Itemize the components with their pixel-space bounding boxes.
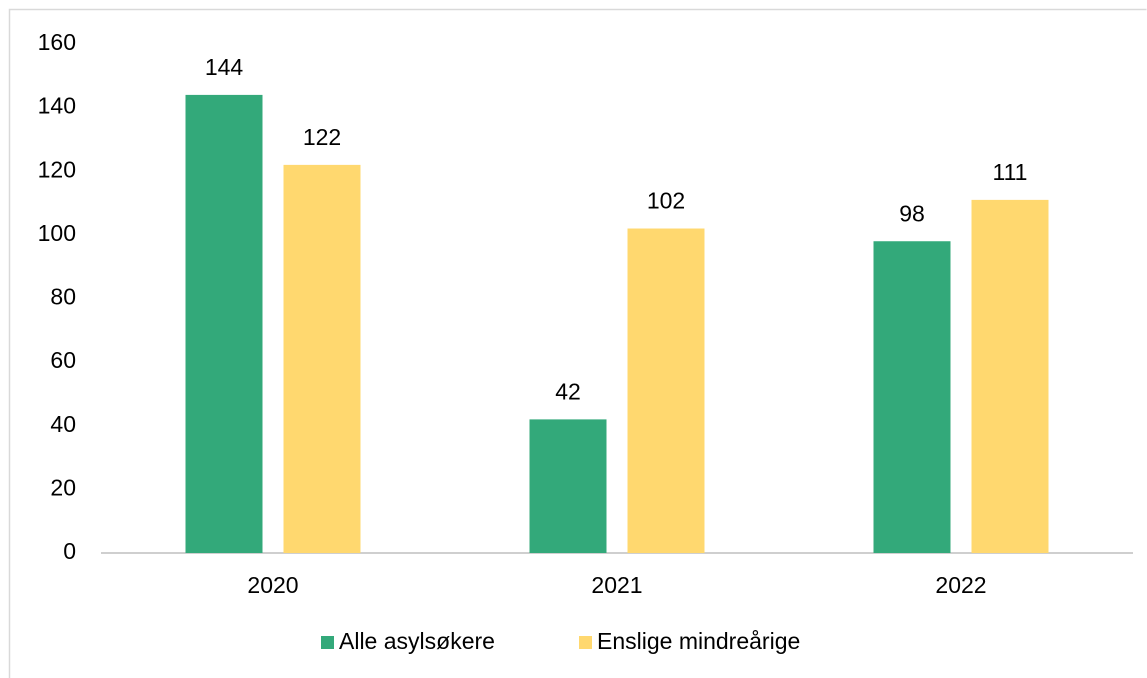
bar xyxy=(529,419,607,553)
bar xyxy=(873,241,951,554)
bar xyxy=(971,199,1049,553)
y-tick-label: 60 xyxy=(50,347,76,373)
legend-swatch xyxy=(321,636,334,649)
data-label: 42 xyxy=(555,378,581,404)
x-tick-label: 2020 xyxy=(247,572,298,598)
legend-label: Alle asylsøkere xyxy=(339,628,495,654)
y-tick-label: 80 xyxy=(50,284,76,310)
legend-label: Enslige mindreårige xyxy=(597,628,800,654)
y-tick-label: 0 xyxy=(63,538,76,564)
x-tick-label: 2021 xyxy=(591,572,642,598)
x-tick-label: 2022 xyxy=(935,572,986,598)
bar xyxy=(627,228,705,553)
data-label: 102 xyxy=(647,188,685,214)
y-tick-label: 40 xyxy=(50,411,76,437)
data-label: 111 xyxy=(993,159,1028,185)
y-tick-label: 100 xyxy=(38,220,76,246)
y-tick-label: 140 xyxy=(38,93,76,119)
legend-swatch xyxy=(579,636,592,649)
bar xyxy=(185,94,263,554)
data-label: 98 xyxy=(899,200,925,226)
y-tick-label: 120 xyxy=(38,156,76,182)
chart-border xyxy=(8,8,1147,678)
bar xyxy=(283,164,361,553)
data-label: 144 xyxy=(205,54,244,80)
data-label: 122 xyxy=(303,124,341,150)
y-tick-label: 160 xyxy=(38,29,76,55)
y-tick-label: 20 xyxy=(50,474,76,500)
